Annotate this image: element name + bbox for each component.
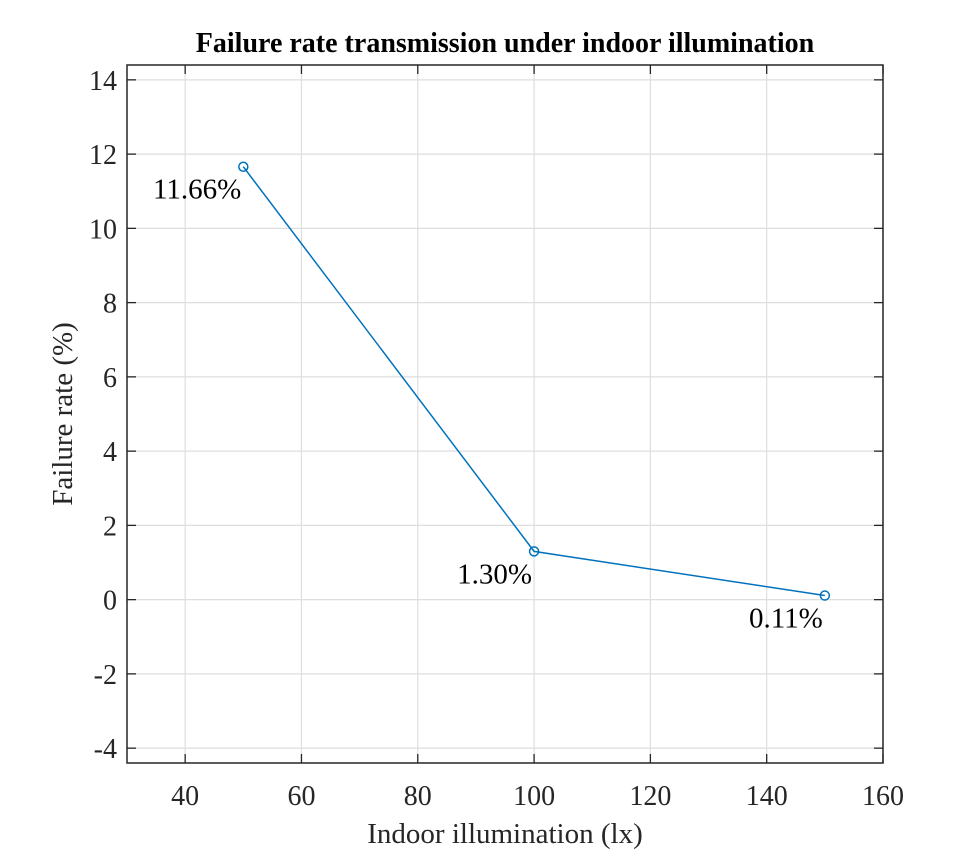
y-tick-label: -2 xyxy=(94,660,117,691)
x-tick-label: 120 xyxy=(629,781,671,812)
x-tick-label: 80 xyxy=(404,781,432,812)
y-tick-label: 2 xyxy=(103,511,117,542)
data-point-label: 1.30% xyxy=(457,558,532,590)
data-point-marker xyxy=(528,546,540,557)
data-point-label: 0.11% xyxy=(749,603,823,635)
x-tick-label: 40 xyxy=(171,781,199,812)
y-tick-label: 4 xyxy=(103,437,117,468)
series-line xyxy=(242,166,825,597)
y-tick-label: 8 xyxy=(103,289,117,320)
y-tick-label: 14 xyxy=(89,66,117,97)
x-tick-label: 160 xyxy=(862,781,904,812)
y-tick-label: 0 xyxy=(103,586,117,617)
y-tick-label: -4 xyxy=(94,734,117,765)
ticks: 40 60 80 100 120 140 160 -4 -2 0 2 4 6 8 10 12 14 xyxy=(89,65,904,812)
y-axis-label: Failure rate (%) xyxy=(47,322,79,506)
data-point-label: 11.66% xyxy=(153,174,241,206)
series: 11.66% 1.30% 0.11% xyxy=(153,161,831,635)
x-tick-label: 60 xyxy=(287,781,315,812)
y-tick-label: 6 xyxy=(103,363,117,394)
x-tick-label: 140 xyxy=(746,781,788,812)
data-point-marker xyxy=(819,590,831,601)
x-tick-label: 100 xyxy=(513,781,555,812)
y-tick-label: 12 xyxy=(89,140,117,171)
grid xyxy=(127,65,884,763)
y-tick-label: 10 xyxy=(89,214,117,245)
data-point-marker xyxy=(238,161,249,172)
plot-area-frame xyxy=(126,64,884,764)
chart-title: Failure rate transmission under indoor i… xyxy=(196,28,815,59)
x-axis-label: Indoor illumination (lx) xyxy=(367,818,642,850)
